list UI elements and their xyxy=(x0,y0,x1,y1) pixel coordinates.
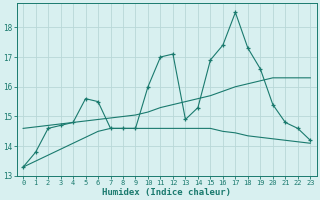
X-axis label: Humidex (Indice chaleur): Humidex (Indice chaleur) xyxy=(102,188,231,197)
